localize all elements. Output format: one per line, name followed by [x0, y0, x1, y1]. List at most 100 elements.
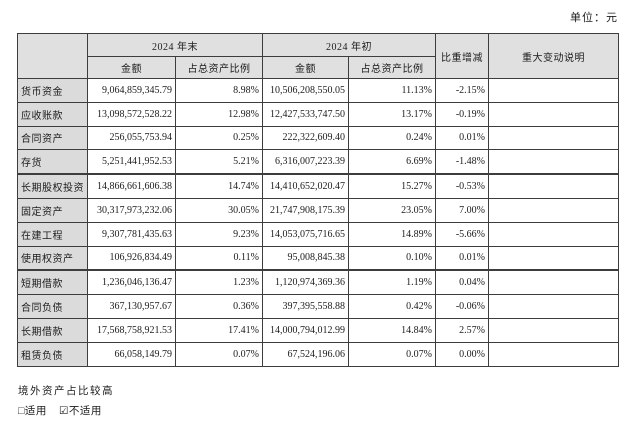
table-body: 货币资金 9,064,859,345.79 8.98% 10,506,208,5… — [17, 78, 619, 367]
cell-explanation — [488, 341, 619, 367]
cell-end-ratio: 1.23% — [175, 269, 263, 296]
row-label: 长期股权投资 — [17, 173, 88, 199]
table-row: 合同负债 367,130,957.67 0.36% 397,395,558.88… — [17, 294, 619, 319]
cell-end-ratio: 14.74% — [175, 173, 263, 199]
row-label: 合同负债 — [17, 294, 88, 319]
cell-start-amount: 95,008,845.38 — [262, 245, 349, 271]
header-change: 比重增减 — [435, 33, 489, 79]
cell-explanation — [488, 294, 619, 319]
cell-start-ratio: 0.24% — [348, 125, 436, 151]
header-ratio-start: 占总资产比例 — [348, 56, 436, 79]
table-header: 2024 年末 2024 年初 比重增减 重大变动说明 金额 占总资产比例 金额… — [17, 33, 619, 79]
row-label: 使用权资产 — [17, 245, 88, 271]
cell-end-ratio: 0.25% — [175, 125, 263, 151]
header-period-start: 2024 年初 — [262, 33, 436, 57]
table-row: 长期借款 17,568,758,921.53 17.41% 14,000,794… — [17, 317, 619, 343]
applicability-options: □适用 ☑不适用 — [18, 403, 111, 418]
header-ratio-end: 占总资产比例 — [175, 56, 263, 79]
cell-explanation — [488, 317, 619, 343]
cell-change: -1.48% — [435, 149, 489, 175]
row-label: 固定资产 — [17, 197, 88, 223]
row-label: 短期借款 — [17, 269, 88, 296]
cell-start-ratio: 13.17% — [348, 101, 436, 127]
cell-end-amount: 13,098,572,528.22 — [87, 101, 176, 127]
cell-change: -2.15% — [435, 78, 489, 103]
table-row: 存货 5,251,441,952.53 5.21% 6,316,007,223.… — [17, 149, 619, 175]
cell-change: 0.01% — [435, 125, 489, 151]
cell-start-amount: 1,120,974,369.36 — [262, 269, 349, 296]
cell-end-ratio: 0.11% — [175, 245, 263, 271]
cell-start-ratio: 14.89% — [348, 221, 436, 247]
cell-change: 2.57% — [435, 317, 489, 343]
cell-start-amount: 14,053,075,716.65 — [262, 221, 349, 247]
cell-explanation — [488, 149, 619, 175]
table-row: 固定资产 30,317,973,232.06 30.05% 21,747,908… — [17, 197, 619, 223]
cell-end-amount: 30,317,973,232.06 — [87, 197, 176, 223]
cell-end-ratio: 9.23% — [175, 221, 263, 247]
cell-end-ratio: 17.41% — [175, 317, 263, 343]
cell-end-amount: 1,236,046,136.47 — [87, 269, 176, 296]
cell-end-amount: 256,055,753.94 — [87, 125, 176, 151]
cell-change: -0.06% — [435, 294, 489, 319]
cell-explanation — [488, 197, 619, 223]
cell-end-ratio: 0.36% — [175, 294, 263, 319]
cell-start-ratio: 0.07% — [348, 341, 436, 367]
row-label: 货币资金 — [17, 78, 88, 103]
row-label: 长期借款 — [17, 317, 88, 343]
asset-composition-table: 2024 年末 2024 年初 比重增减 重大变动说明 金额 占总资产比例 金额… — [17, 33, 619, 367]
header-explanation: 重大变动说明 — [488, 33, 619, 79]
row-label: 存货 — [17, 149, 88, 175]
header-row-measures: 金额 占总资产比例 金额 占总资产比例 — [18, 56, 619, 79]
table-row: 短期借款 1,236,046,136.47 1.23% 1,120,974,36… — [17, 269, 619, 296]
row-label: 在建工程 — [17, 221, 88, 247]
cell-change: -0.53% — [435, 173, 489, 199]
header-period-end: 2024 年末 — [87, 33, 263, 57]
row-label: 应收账款 — [17, 101, 88, 127]
cell-change: 0.04% — [435, 269, 489, 296]
cell-start-ratio: 14.84% — [348, 317, 436, 343]
cell-change: -0.19% — [435, 101, 489, 127]
cell-end-amount: 17,568,758,921.53 — [87, 317, 176, 343]
table-row: 租赁负债 66,058,149.79 0.07% 67,524,196.06 0… — [17, 341, 619, 367]
cell-end-ratio: 30.05% — [175, 197, 263, 223]
cell-start-amount: 14,410,652,020.47 — [262, 173, 349, 199]
cell-start-ratio: 0.42% — [348, 294, 436, 319]
cell-change: 7.00% — [435, 197, 489, 223]
cell-start-amount: 397,395,558.88 — [262, 294, 349, 319]
header-row-periods: 2024 年末 2024 年初 比重增减 重大变动说明 — [17, 33, 619, 79]
row-label: 租赁负债 — [17, 341, 88, 367]
cell-change: 0.01% — [435, 245, 489, 271]
cell-start-amount: 10,506,208,550.05 — [262, 78, 349, 103]
unit-label: 单位：元 — [570, 12, 618, 24]
checkbox-applicable: □适用 — [18, 406, 47, 417]
cell-explanation — [488, 221, 619, 247]
table-row: 长期股权投资 14,866,661,606.38 14.74% 14,410,6… — [17, 173, 619, 199]
header-amount-start: 金额 — [262, 56, 349, 79]
cell-explanation — [488, 173, 619, 199]
table-row: 合同资产 256,055,753.94 0.25% 222,322,609.40… — [17, 125, 619, 151]
cell-start-ratio: 0.10% — [348, 245, 436, 271]
cell-end-amount: 9,064,859,345.79 — [87, 78, 176, 103]
table-row: 货币资金 9,064,859,345.79 8.98% 10,506,208,5… — [17, 78, 619, 103]
cell-start-amount: 6,316,007,223.39 — [262, 149, 349, 175]
header-amount-end: 金额 — [87, 56, 176, 79]
cell-end-amount: 9,307,781,435.63 — [87, 221, 176, 247]
cell-end-amount: 66,058,149.79 — [87, 341, 176, 367]
table-row: 使用权资产 106,926,834.49 0.11% 95,008,845.38… — [17, 245, 619, 271]
cell-start-ratio: 6.69% — [348, 149, 436, 175]
cell-end-amount: 367,130,957.67 — [87, 294, 176, 319]
table-row: 应收账款 13,098,572,528.22 12.98% 12,427,533… — [17, 101, 619, 127]
cell-explanation — [488, 269, 619, 296]
cell-start-ratio: 11.13% — [348, 78, 436, 103]
cell-explanation — [488, 125, 619, 151]
cell-end-ratio: 12.98% — [175, 101, 263, 127]
cell-start-ratio: 1.19% — [348, 269, 436, 296]
cell-explanation — [488, 245, 619, 271]
cell-start-amount: 67,524,196.06 — [262, 341, 349, 367]
table-row: 在建工程 9,307,781,435.63 9.23% 14,053,075,7… — [17, 221, 619, 247]
cell-start-amount: 21,747,908,175.39 — [262, 197, 349, 223]
overseas-assets-note: 境外资产占比较高 — [18, 386, 114, 397]
cell-start-ratio: 15.27% — [348, 173, 436, 199]
cell-end-amount: 5,251,441,952.53 — [87, 149, 176, 175]
